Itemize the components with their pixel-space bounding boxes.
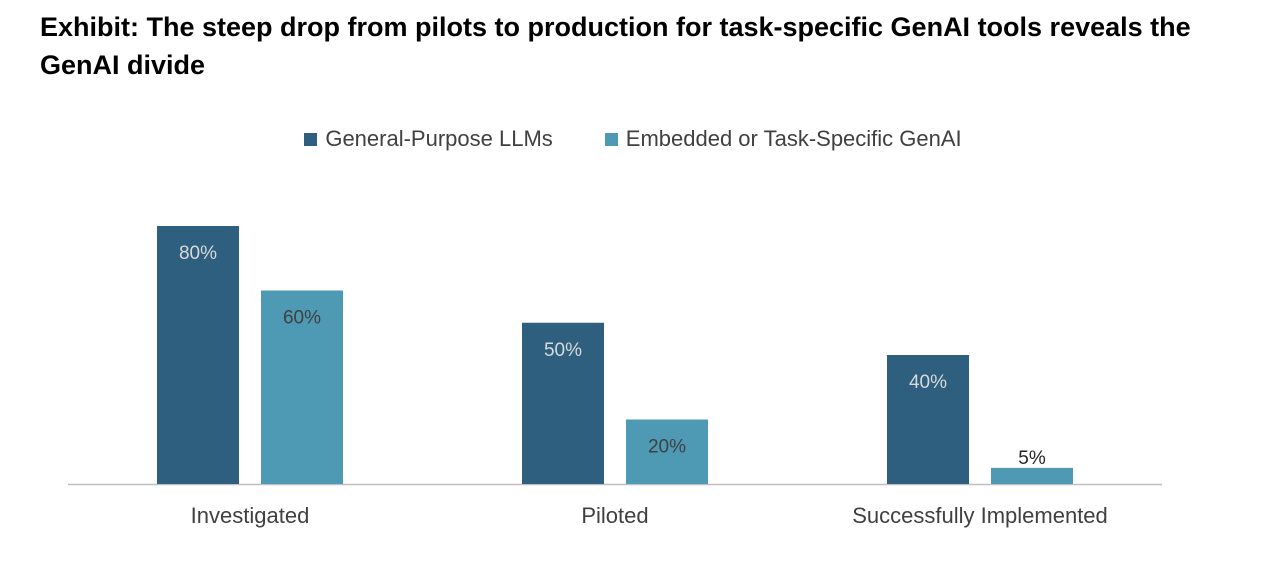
legend-swatch-task-specific	[604, 132, 618, 146]
chart-title: Exhibit: The steep drop from pilots to p…	[40, 12, 1191, 80]
data-label: 80%	[179, 243, 217, 264]
data-label: 5%	[1018, 448, 1046, 469]
legend-item-general-purpose: General-Purpose LLMs	[304, 126, 553, 152]
category-label: Piloted	[581, 503, 648, 528]
data-label: 50%	[544, 340, 582, 361]
legend-item-task-specific: Embedded or Task-Specific GenAI	[604, 126, 962, 152]
legend-label-task-specific: Embedded or Task-Specific GenAI	[625, 126, 962, 151]
bar-general-purpose-piloted	[522, 322, 604, 484]
bar-general-purpose-investigated	[157, 226, 239, 484]
bar-task-specific-piloted	[626, 419, 708, 484]
bar-task-specific-successfully-implemented	[991, 467, 1073, 484]
legend-swatch-general-purpose	[304, 132, 318, 146]
category-label: Successfully Implemented	[852, 503, 1108, 528]
data-label: 20%	[648, 437, 686, 458]
legend-label-general-purpose: General-Purpose LLMs	[325, 126, 553, 151]
bar-general-purpose-successfully-implemented	[887, 355, 969, 484]
data-label: 40%	[909, 372, 947, 393]
category-label: Investigated	[191, 503, 310, 528]
bar-task-specific-investigated	[261, 290, 343, 484]
chart-legend: General-Purpose LLMs Embedded or Task-Sp…	[0, 126, 1266, 152]
data-label: 60%	[283, 308, 321, 329]
